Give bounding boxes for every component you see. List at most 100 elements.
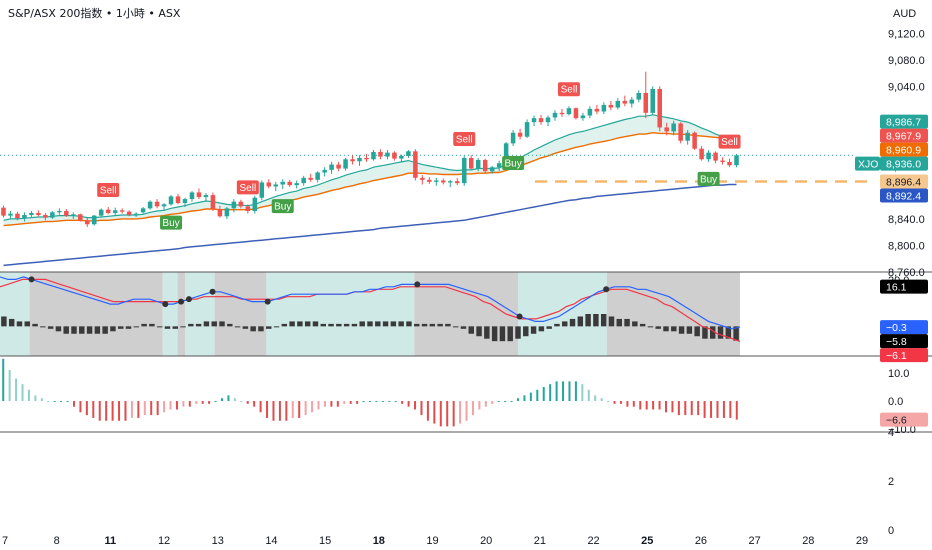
ema-cloud-segment [575,131,583,148]
cross-point [28,276,35,283]
candle-body [664,127,669,132]
value-tag-text: 8,936.0 [886,159,921,171]
time-axis-label: 14 [265,535,277,547]
candle-body [643,92,649,113]
macd-histogram-bar [227,323,233,327]
osc-bar [118,401,121,421]
macd-histogram-bar [203,321,210,327]
oscillator-panel[interactable] [0,358,932,433]
candle-body [706,152,711,160]
ema-cloud-segment [687,122,695,136]
macd-histogram-bar [600,314,607,327]
macd-histogram-bar [156,326,163,328]
candle-body [8,213,13,216]
macd-histogram-bar [406,321,412,327]
symbol-tag-bg [855,156,880,171]
osc-bar [130,401,133,418]
ema-cloud-segment [366,167,374,183]
candle-body [357,157,362,162]
price-tag: 8,960.9 [880,142,928,157]
osc-bar [163,401,166,413]
osc-bar [34,395,37,402]
macd-zone [177,272,185,356]
macd-histogram-bar [211,321,217,327]
macd-histogram-bar [266,326,272,329]
signal-badge [502,156,525,170]
macd-histogram-bar [538,326,545,332]
candle-body [538,118,544,123]
macd-value-tag: −0.3 [880,320,928,335]
macd-histogram-bar [219,321,225,327]
ema-cloud-segment [338,175,346,190]
macd-histogram-bar [686,326,693,334]
ema-cloud-segment [603,123,611,142]
macd-histogram-bar [188,323,194,327]
ema-cloud-segment [638,116,646,135]
cross-point [162,301,169,308]
ema-cloud-segment [17,218,25,225]
osc-bar [697,401,700,416]
macd-histogram-bar [102,326,108,334]
value-tag-text: 8,967.9 [886,131,921,143]
osc-bar [549,384,552,402]
osc-bar [246,401,249,404]
cross-point [264,298,271,305]
macd-histogram-bar [530,326,537,334]
candle-body [510,132,516,144]
osc-bar [613,401,616,404]
macd-histogram-bar [663,326,669,332]
osc-bar [150,401,153,416]
ema-cloud-segment [534,146,542,161]
signal-label: Buy [700,174,717,185]
ema-cloud-segment [631,116,639,136]
ema-cloud-segment [541,143,549,158]
candle-body [378,151,383,157]
candle-body [678,123,683,141]
ema-cloud-segment [373,165,381,181]
macd-histogram-bar [725,326,732,339]
osc-bar [169,401,172,410]
ema-cloud-segment [617,119,625,139]
osc-bar [433,401,436,424]
signal-badge [718,134,741,149]
macd-histogram-bar [180,326,186,328]
macd-histogram-bar [671,326,677,332]
macd-panel[interactable] [0,271,932,357]
osc-bar [491,401,494,404]
osc-bar [195,401,198,404]
macd-histogram-bar [141,323,147,327]
candle-body [517,132,523,137]
osc-bar [478,401,481,410]
candle-body [434,180,439,182]
ema-cloud-segment [66,215,74,221]
ema-cloud-segment [310,185,318,196]
ema-cloud-segment [394,161,402,177]
osc-bar [523,395,526,402]
candle-body [454,181,460,184]
price-tag: 8,936.0 XJO [855,156,928,171]
osc-bar [356,401,359,404]
value-tag-bg [880,142,928,157]
osc-bar [60,401,63,403]
candle-body [461,157,467,184]
time-axis-label: 18 [373,535,385,547]
osc-bar [298,401,301,418]
osc-bar [658,401,661,410]
osc-bar [619,401,622,404]
macd-histogram-bar [8,318,15,327]
price-axis-tick: 9,040.0 [888,81,925,93]
osc-bar [497,401,500,403]
osc-bar [317,401,320,410]
osc-bar [671,401,674,413]
osc-bar [27,389,30,402]
price-panel[interactable]: Sell Buy Sell Buy Sell Buy Sell Buy Sell [0,71,870,267]
ema-cloud-segment [561,134,569,152]
value-tag-text: 8,960.9 [886,145,921,157]
value-tag-bg [880,412,928,427]
candle-body [734,155,739,166]
ema-cloud-segment [191,202,199,211]
macd-histogram-bar [289,321,295,327]
signal-badge [697,171,720,186]
price-axis-tick: 8,840.0 [888,214,925,226]
